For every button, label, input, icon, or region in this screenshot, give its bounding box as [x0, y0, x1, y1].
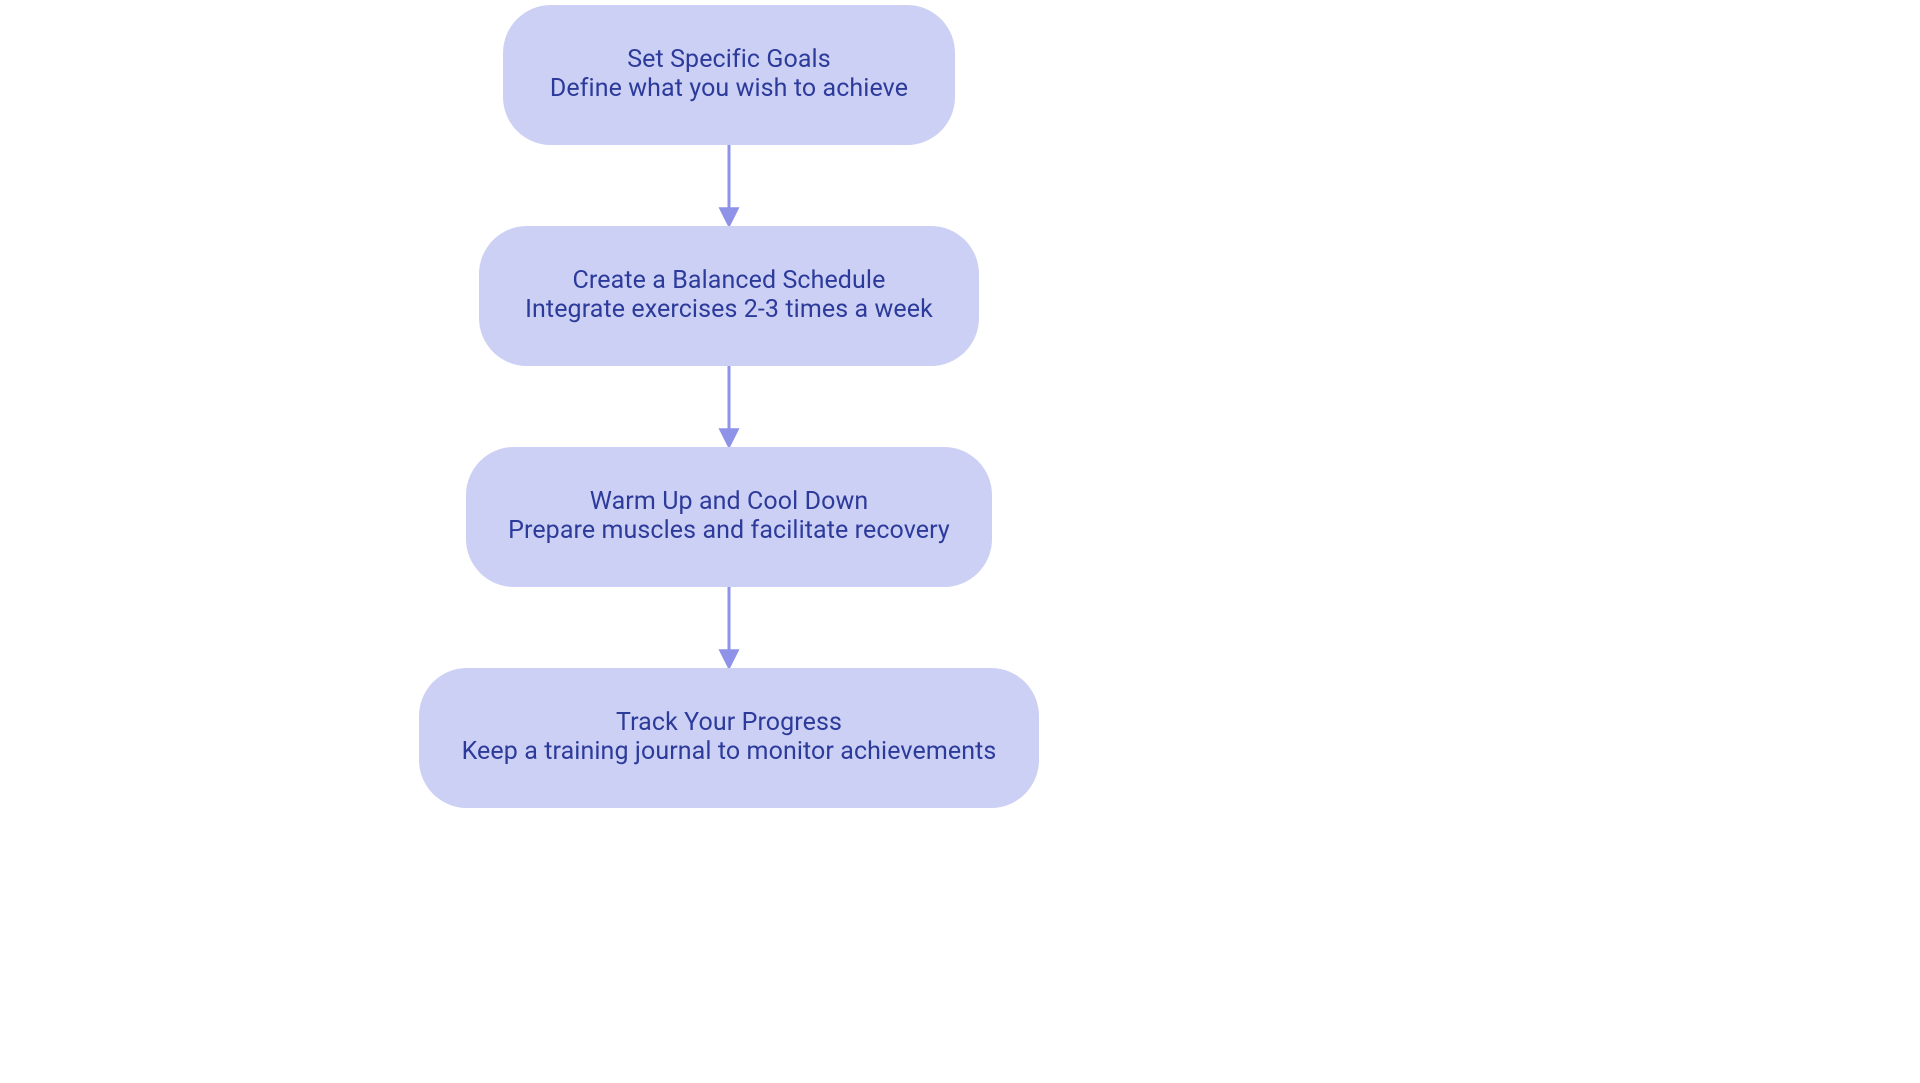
- flowchart-node-subtitle: Define what you wish to achieve: [550, 75, 908, 104]
- flowchart-node-n2: Create a Balanced ScheduleIntegrate exer…: [479, 226, 979, 366]
- flowchart-node-title: Set Specific Goals: [627, 46, 831, 75]
- flowchart-node-subtitle: Prepare muscles and facilitate recovery: [508, 517, 950, 546]
- flowchart-stage: Set Specific GoalsDefine what you wish t…: [0, 0, 1920, 1083]
- flowchart-node-title: Warm Up and Cool Down: [590, 488, 869, 517]
- flowchart-node-title: Track Your Progress: [616, 709, 842, 738]
- flowchart-node-title: Create a Balanced Schedule: [573, 267, 886, 296]
- flowchart-node-n3: Warm Up and Cool DownPrepare muscles and…: [466, 447, 992, 587]
- flowchart-node-subtitle: Integrate exercises 2-3 times a week: [525, 296, 933, 325]
- flowchart-node-n4: Track Your ProgressKeep a training journ…: [419, 668, 1039, 808]
- flowchart-node-subtitle: Keep a training journal to monitor achie…: [462, 738, 997, 767]
- flowchart-node-n1: Set Specific GoalsDefine what you wish t…: [503, 5, 955, 145]
